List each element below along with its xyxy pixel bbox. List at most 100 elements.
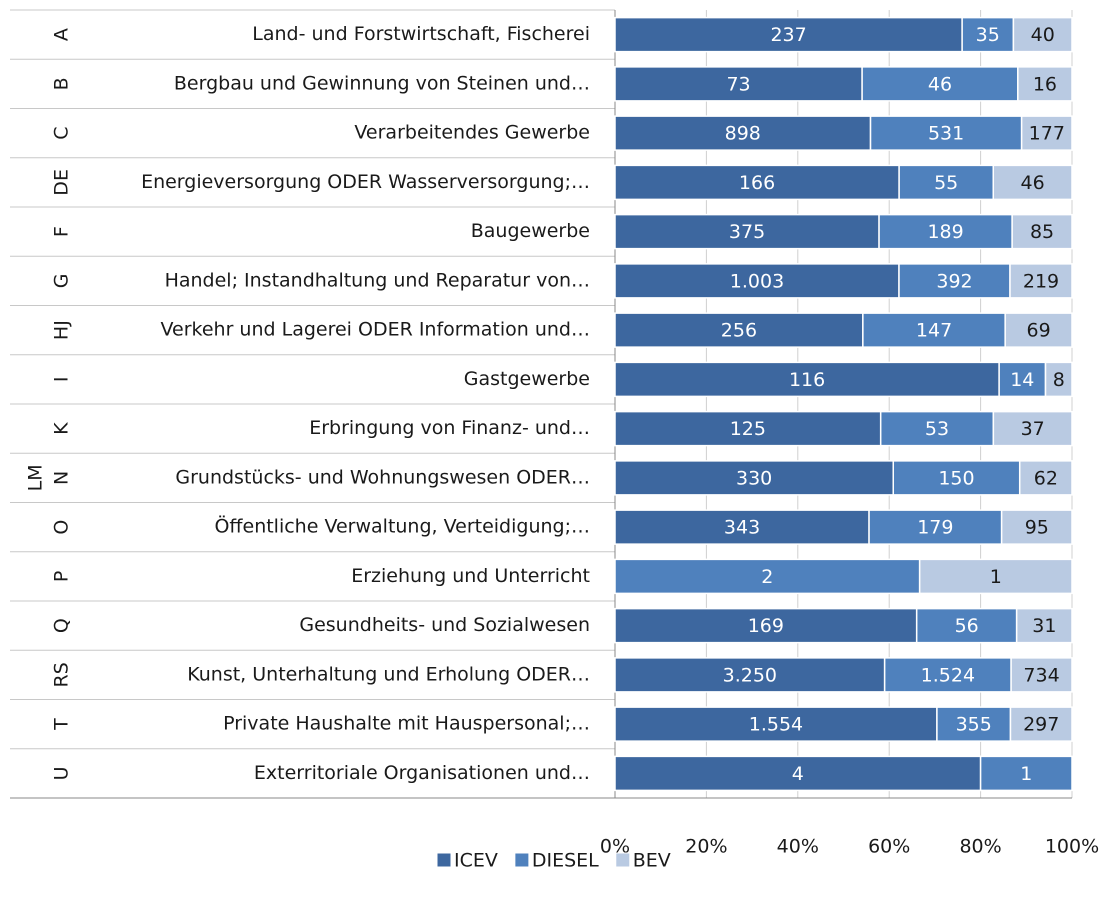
bar-segment [1010,657,1073,693]
category-code: O [51,520,73,535]
data-label: 355 [956,714,992,736]
bar-segment [1018,460,1073,496]
data-label: 85 [1030,221,1054,243]
category-code: Q [51,618,73,633]
data-label: 3.250 [723,664,777,686]
data-label: 150 [938,467,974,489]
category-code: P [51,571,73,582]
data-label: 1.524 [921,664,975,686]
bar-segment [1015,607,1073,644]
bar-segment [918,558,1073,595]
category-label: Baugewerbe [471,220,590,242]
legend-label: BEV [633,850,671,872]
bar-segment [1000,509,1073,545]
category-code: C [51,126,73,139]
category-label: Verarbeitendes Gewerbe [354,122,590,144]
category-code: I [51,377,73,383]
category-code: F [51,226,73,237]
data-label: 1.003 [730,270,784,292]
bar-segment [1009,706,1073,742]
x-tick-label: 40% [777,836,819,858]
bar-segment [936,706,1012,742]
data-label: 55 [934,172,958,194]
data-label: 256 [721,320,757,342]
category-label: Erziehung und Unterricht [351,565,590,587]
category-label: Exterritoriale Organisationen und… [254,762,590,784]
data-label: 237 [770,24,806,46]
bar-segment [868,509,1003,545]
bar-segment [614,509,870,545]
data-label: 4 [792,763,804,785]
bar-segment [614,66,863,102]
data-label: 116 [789,369,825,391]
category-label: Land- und Forstwirtschaft, Fischerei [252,23,590,45]
x-tick-label: 60% [868,836,910,858]
bar-segment [1020,115,1073,151]
data-label: 53 [925,418,949,440]
category-label: Grundstücks- und Wohnungswesen ODER… [175,466,590,488]
data-label: 35 [976,24,1000,46]
data-label: 69 [1027,320,1051,342]
bar-segment [1011,213,1073,250]
bar-segment [869,115,1023,151]
bar-segment [614,115,872,151]
data-label: 189 [927,221,963,243]
category-label: Kunst, Unterhaltung und Erholung ODER… [187,663,590,685]
data-label: 1.554 [749,714,803,736]
bar-segment [878,213,1013,250]
data-label: 73 [726,73,750,95]
data-label: 734 [1023,664,1059,686]
bar-segment [861,66,1019,102]
x-tick-label: 0% [600,836,630,858]
data-label: 40 [1031,24,1055,46]
bar-segment [883,657,1012,693]
data-label: 330 [736,467,772,489]
bar-segment [1004,312,1073,348]
bar-segment [1009,263,1073,299]
bar-segment [614,706,938,742]
data-label: 898 [725,123,761,145]
x-tick-label: 100% [1045,836,1099,858]
category-label: Handel; Instandhaltung und Reparatur von… [165,269,590,291]
x-tick-label: 80% [959,836,1001,858]
data-label: 56 [955,615,979,637]
bar-segment [1017,66,1073,102]
category-code: N [51,471,73,485]
data-label: 297 [1023,714,1059,736]
bar-segment [614,213,880,250]
bar-segment [614,361,1000,398]
data-label: 177 [1029,123,1065,145]
data-label: 62 [1034,467,1058,489]
category-code: HJ [51,320,73,340]
category-code: T [51,718,73,731]
bar-segment [979,755,1073,792]
data-label: 8 [1053,369,1065,391]
category-code: G [51,274,73,289]
legend-label: DIESEL [532,850,599,872]
data-label: 343 [724,517,760,539]
category-label: Gesundheits- und Sozialwesen [299,614,590,636]
data-label: 1 [990,566,1002,588]
bar-segment [614,657,886,693]
category-code: A [51,28,73,41]
data-label: 375 [729,221,765,243]
data-label: 14 [1010,369,1034,391]
bar-segment [992,410,1073,447]
bar-segment [1044,361,1073,398]
category-label: Bergbau und Gewinnung von Steinen und… [174,72,590,94]
bar-segment [915,607,1018,644]
data-label: 179 [917,517,953,539]
bar-segment [614,607,918,644]
category-label: Energieversorgung ODER Wasserversorgung;… [141,171,590,193]
category-label: Private Haushalte mit Hauspersonal;… [223,713,590,735]
data-label: 2 [761,566,773,588]
data-label: 37 [1021,418,1045,440]
bar-segment [898,263,1011,299]
category-code: RS [51,662,73,687]
data-label: 169 [748,615,784,637]
category-code: K [51,422,73,435]
category-label: Öffentliche Verwaltung, Verteidigung;… [214,515,590,538]
category-label: Erbringung von Finanz- und… [309,417,590,439]
data-label: 392 [936,270,972,292]
